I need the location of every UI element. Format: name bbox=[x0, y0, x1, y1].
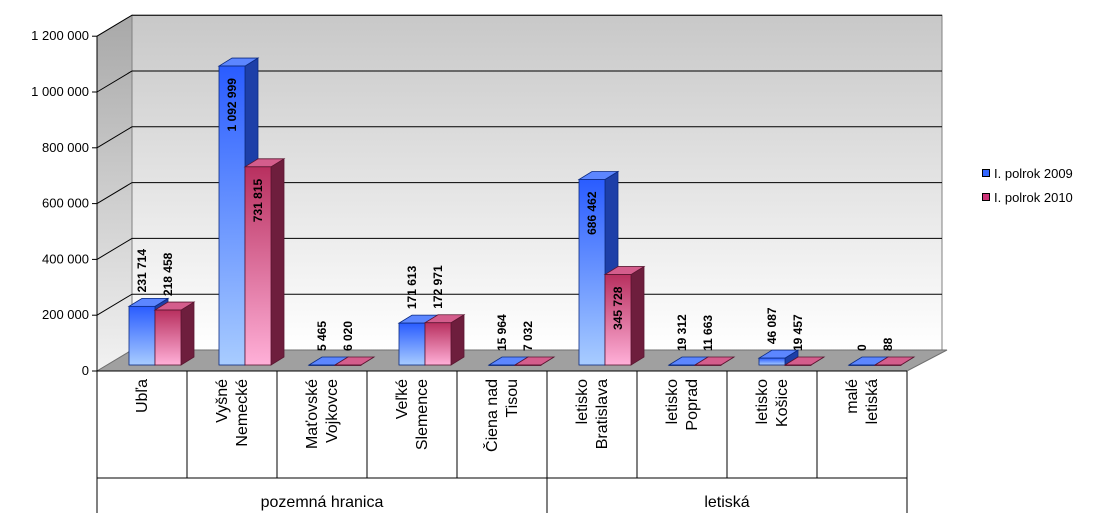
x-tick-label: Maťovské bbox=[304, 379, 321, 449]
x-tick-label: letisko bbox=[574, 379, 591, 424]
y-tick-label: 0 bbox=[82, 363, 89, 378]
gridline bbox=[96, 182, 942, 205]
y-axis: 0 200 000 400 000 600 000 800 000 1 000 000 1 … bbox=[31, 28, 98, 378]
x-tick-label: malé bbox=[844, 379, 861, 414]
data-label: 5 465 bbox=[315, 321, 329, 351]
data-label: 686 462 bbox=[585, 191, 599, 235]
data-label: 19 457 bbox=[791, 314, 805, 351]
bar-2010-1: 731 815 bbox=[243, 158, 286, 366]
x-tick-label: Nemecké bbox=[234, 379, 251, 447]
legend-item-2010: I. polrok 2010 bbox=[982, 185, 1073, 209]
x-tick-label: letiská bbox=[864, 379, 881, 424]
legend-item-2009: I. polrok 2009 bbox=[982, 161, 1073, 185]
y-tick-label: 200 000 bbox=[42, 307, 89, 322]
data-label: 46 087 bbox=[765, 307, 779, 344]
y-tick-label: 600 000 bbox=[42, 196, 89, 211]
bar-2010-2: 6 020 bbox=[333, 321, 376, 366]
bar-2010-4: 7 032 bbox=[513, 321, 556, 366]
y-tick-label: 400 000 bbox=[42, 251, 89, 266]
data-label: 0 bbox=[855, 344, 869, 351]
legend-label-2009: I. polrok 2009 bbox=[994, 165, 1073, 181]
data-label: 88 bbox=[881, 337, 895, 351]
data-label: 6 020 bbox=[341, 321, 355, 351]
legend-label-2010: I. polrok 2010 bbox=[994, 189, 1073, 205]
y-tick-label: 800 000 bbox=[42, 140, 89, 155]
data-label: 1 092 999 bbox=[225, 78, 239, 132]
data-label: 11 663 bbox=[701, 315, 715, 351]
data-label: 171 613 bbox=[405, 265, 419, 309]
data-label: 15 964 bbox=[495, 314, 509, 351]
data-label: 7 032 bbox=[521, 321, 535, 351]
bar-2010-3: 172 971 bbox=[423, 265, 466, 366]
group-label: letiská bbox=[704, 494, 749, 511]
bar-2010-6: 11 663 bbox=[693, 315, 736, 366]
x-tick-label: letisko bbox=[754, 379, 771, 424]
data-label: 172 971 bbox=[431, 265, 445, 309]
legend-swatch-2009 bbox=[982, 169, 990, 177]
gridline bbox=[96, 126, 942, 149]
bar-2010-8: 88 bbox=[873, 337, 916, 366]
data-label: 731 815 bbox=[251, 179, 265, 223]
bar-2010-7: 19 457 bbox=[783, 314, 826, 366]
data-label: 218 458 bbox=[161, 252, 175, 296]
x-tick-label: Vojkovce bbox=[324, 379, 341, 443]
data-label: 231 714 bbox=[135, 249, 149, 293]
x-tick-label: Poprad bbox=[684, 379, 701, 431]
x-tick-label: Veľké bbox=[394, 379, 411, 419]
x-tick-label: Košice bbox=[774, 379, 791, 427]
y-tick-label: 1 000 000 bbox=[31, 84, 89, 99]
x-axis: Ubľa Vyšné Nemecké Maťovské Vojkovce Veľké Sle… bbox=[96, 370, 908, 513]
bar-2010-5: 345 728 bbox=[603, 265, 646, 366]
gridline bbox=[96, 293, 942, 316]
x-tick-label: Ubľa bbox=[134, 379, 151, 413]
x-tick-label: letisko bbox=[664, 379, 681, 424]
y-tick-label: 1 200 000 bbox=[31, 28, 89, 43]
gridline bbox=[96, 70, 942, 93]
x-tick-label: Vyšné bbox=[214, 379, 231, 423]
data-label: 345 728 bbox=[611, 286, 625, 330]
data-label: 19 312 bbox=[675, 314, 689, 351]
legend-swatch-2010 bbox=[982, 193, 990, 201]
gridline bbox=[96, 14, 942, 37]
x-tick-label: Bratislava bbox=[594, 379, 611, 449]
x-tick-label: Čiena nad bbox=[482, 379, 501, 452]
x-tick-label: Slemence bbox=[414, 379, 431, 450]
group-label: pozemná hranica bbox=[261, 494, 384, 511]
legend: I. polrok 2009 I. polrok 2010 bbox=[982, 161, 1073, 209]
gridlines bbox=[96, 14, 942, 316]
bar-2009-7: 46 087 bbox=[757, 307, 800, 366]
bar-2010-0: 218 458 bbox=[153, 252, 196, 366]
gridline bbox=[96, 237, 942, 260]
bars: 231 714 218 458 1 092 999 731 815 5 465 6 020… bbox=[127, 57, 916, 366]
x-tick-label: Tisou bbox=[504, 379, 521, 418]
